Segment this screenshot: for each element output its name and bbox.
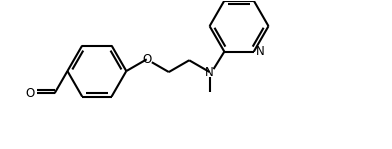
Text: O: O bbox=[142, 53, 151, 66]
Text: N: N bbox=[256, 45, 265, 58]
Text: O: O bbox=[26, 87, 35, 100]
Text: N: N bbox=[205, 66, 214, 79]
